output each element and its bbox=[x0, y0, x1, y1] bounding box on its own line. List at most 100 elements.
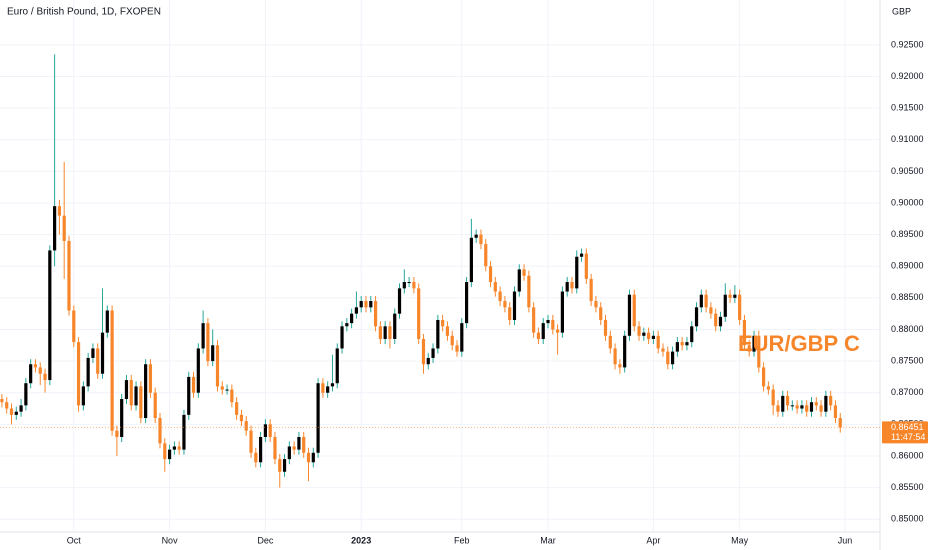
candle-body bbox=[33, 364, 38, 368]
candle-body bbox=[642, 332, 646, 336]
candle-body bbox=[484, 244, 488, 267]
candle-body bbox=[532, 307, 536, 333]
y-tick-label: 0.86000 bbox=[891, 450, 924, 460]
candle-body bbox=[637, 326, 641, 336]
y-tick-label: 0.89500 bbox=[891, 229, 924, 239]
candle-body bbox=[378, 326, 382, 339]
candle-body bbox=[522, 269, 526, 276]
candle-body bbox=[709, 307, 713, 314]
candle-body bbox=[129, 380, 133, 406]
candle-body bbox=[757, 335, 761, 368]
candle-body bbox=[661, 348, 665, 352]
candle-body bbox=[239, 414, 244, 422]
candle-body bbox=[273, 436, 277, 460]
candle-body bbox=[72, 310, 76, 343]
candle-body bbox=[790, 405, 794, 407]
candle-body bbox=[373, 301, 378, 327]
candle-body bbox=[402, 282, 406, 289]
x-tick-label: 2023 bbox=[351, 535, 371, 545]
candles bbox=[0, 54, 842, 488]
candle-body bbox=[421, 338, 426, 365]
candle-body bbox=[326, 386, 330, 393]
candle-body bbox=[215, 345, 220, 387]
candle-body bbox=[728, 294, 732, 298]
candle-body bbox=[177, 446, 181, 450]
candle-body bbox=[594, 301, 598, 308]
y-tick-label: 0.88500 bbox=[891, 292, 924, 302]
candle-body bbox=[742, 319, 747, 346]
candle-body bbox=[666, 351, 670, 365]
x-tick-label: Apr bbox=[646, 535, 660, 545]
candle-body bbox=[651, 335, 656, 339]
candle-body bbox=[584, 253, 588, 279]
candle-body bbox=[805, 405, 809, 412]
candle-body bbox=[445, 326, 450, 336]
candle-body bbox=[340, 326, 344, 349]
candle-body bbox=[292, 446, 296, 450]
candle-body bbox=[455, 345, 459, 352]
candle-body bbox=[230, 389, 234, 403]
y-tick-label: 0.85000 bbox=[891, 514, 924, 524]
y-tick-label: 0.85500 bbox=[891, 482, 924, 492]
candle-body bbox=[723, 294, 727, 317]
candle-body bbox=[771, 389, 775, 406]
candle-body bbox=[599, 307, 603, 320]
grid bbox=[0, 0, 880, 532]
candle-body bbox=[306, 452, 311, 463]
candle-body bbox=[761, 367, 766, 387]
candle-body bbox=[690, 326, 694, 343]
candle-body bbox=[201, 323, 205, 349]
candle-body bbox=[603, 319, 608, 336]
candle-body bbox=[354, 307, 359, 314]
candle-body bbox=[647, 332, 651, 339]
candle-body bbox=[474, 234, 478, 238]
candle-body bbox=[675, 342, 679, 352]
candle-body bbox=[800, 405, 804, 409]
candle-body bbox=[182, 414, 186, 450]
y-tick-label: 0.92000 bbox=[891, 71, 924, 81]
candle-body bbox=[752, 335, 756, 352]
candle-body bbox=[163, 443, 167, 460]
candle-body bbox=[158, 418, 162, 444]
candle-body bbox=[608, 335, 612, 349]
candle-body bbox=[536, 332, 541, 339]
candle-body bbox=[302, 436, 306, 453]
candle-body bbox=[680, 342, 684, 346]
y-tick-label: 0.92500 bbox=[891, 39, 924, 49]
candle-body bbox=[469, 237, 473, 283]
candle-body bbox=[187, 376, 191, 415]
candle-body bbox=[316, 383, 320, 453]
candle-body bbox=[570, 282, 574, 289]
candle-body bbox=[311, 452, 315, 463]
candle-body bbox=[258, 436, 263, 463]
y-tick-label: 0.91000 bbox=[891, 134, 924, 144]
candle-body bbox=[814, 402, 818, 406]
x-tick-label: Jun bbox=[838, 535, 853, 545]
candle-body bbox=[364, 301, 368, 308]
candle-body bbox=[579, 253, 584, 257]
candle-body bbox=[91, 348, 95, 358]
candle-body bbox=[211, 345, 215, 362]
candle-body bbox=[488, 266, 493, 283]
candle-body bbox=[134, 386, 138, 406]
x-tick-label: Nov bbox=[162, 535, 179, 545]
candle-body bbox=[556, 329, 560, 333]
candle-body bbox=[714, 313, 718, 327]
candle-body bbox=[249, 430, 253, 453]
candle-body bbox=[718, 316, 723, 327]
candle-body bbox=[345, 323, 349, 327]
candle-body bbox=[407, 282, 411, 284]
candle-body bbox=[560, 291, 564, 333]
candle-body bbox=[76, 342, 81, 406]
candle-body bbox=[699, 294, 703, 308]
candle-body bbox=[623, 335, 627, 368]
candle-body bbox=[86, 357, 90, 387]
x-tick-label: Oct bbox=[67, 535, 82, 545]
candle-body bbox=[436, 319, 440, 349]
candle-body bbox=[517, 269, 521, 292]
candle-body bbox=[670, 351, 675, 365]
candle-body bbox=[479, 234, 483, 245]
candle-body bbox=[139, 386, 143, 419]
last-price-box bbox=[882, 421, 928, 444]
candle-body bbox=[24, 383, 28, 406]
